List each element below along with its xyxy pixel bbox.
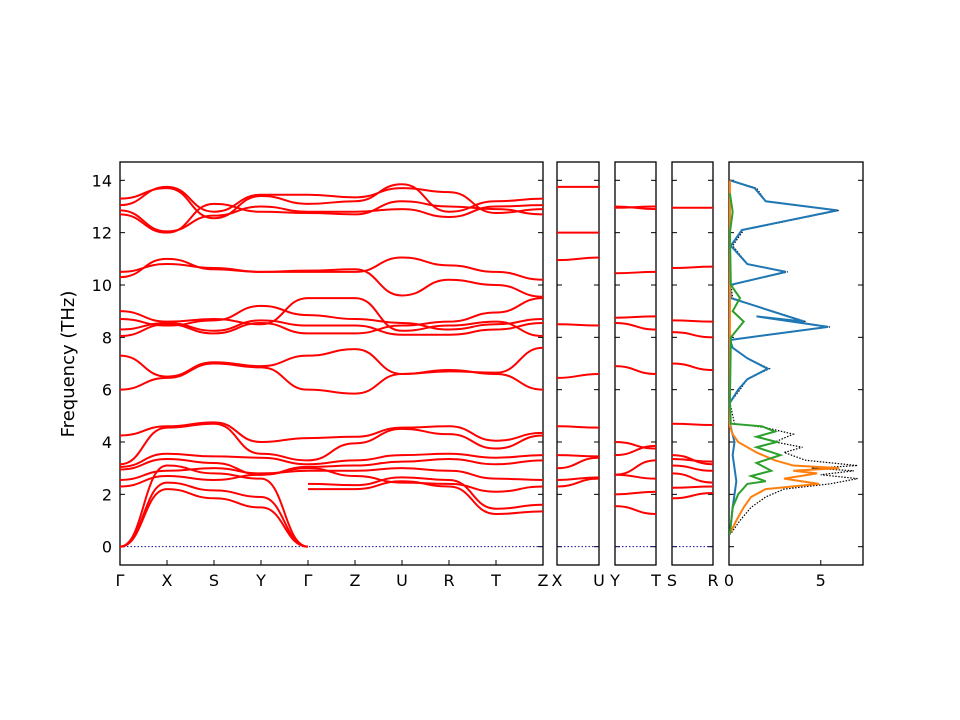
- k-point-label: U: [593, 571, 605, 590]
- y-tick-label: 8: [102, 328, 112, 347]
- phonon-branch: [614, 490, 657, 496]
- k-point-label: Γ: [304, 571, 313, 590]
- k-point-label: Γ: [116, 571, 125, 590]
- phonon-branch: [556, 323, 600, 327]
- phonon-branch: [119, 348, 544, 391]
- phonon-branch: [119, 185, 544, 215]
- k-point-label: Z: [350, 571, 361, 590]
- k-point-label: T: [650, 571, 661, 590]
- k-point-label: Z: [538, 571, 549, 590]
- phonon-branch: [308, 480, 544, 515]
- k-point-label: T: [490, 571, 501, 590]
- y-tick-label: 6: [102, 381, 112, 400]
- phonon-branch: [671, 319, 714, 323]
- band-panel-1: 0 2 4 6 8 10 12 14 Γ X S Y Γ Z U R T Z: [92, 161, 549, 590]
- phonon-branch: [119, 488, 309, 548]
- phonon-branch: [671, 485, 714, 489]
- phonon-branch: [119, 422, 544, 466]
- band-panel-2-frame: [556, 161, 600, 566]
- phonon-branch: [671, 464, 714, 472]
- phonon-branch: [614, 205, 657, 211]
- phonon-branch: [556, 476, 600, 481]
- y-tick-label: 2: [102, 485, 112, 504]
- y-tick-label: 4: [102, 433, 112, 452]
- phonon-branch: [614, 473, 657, 480]
- k-point-label: U: [396, 571, 408, 590]
- phonon-branch: [119, 481, 309, 548]
- phonon-branch: [556, 454, 600, 458]
- phonon-branch: [119, 256, 544, 281]
- dos-panel-frame: [728, 161, 864, 566]
- phonon-branch: [556, 256, 600, 262]
- y-tick-label: 14: [92, 171, 112, 190]
- phonon-branch: [556, 456, 600, 470]
- phonon-branch: [119, 297, 544, 338]
- k-point-label: X: [552, 571, 563, 590]
- phonon-branch: [119, 452, 544, 468]
- phonon-branch: [119, 346, 544, 395]
- phonon-branch: [671, 265, 714, 269]
- phonon-branch: [119, 458, 544, 476]
- dos-series-3: [728, 180, 840, 535]
- phonon-branch: [556, 425, 600, 429]
- dos-x-tick-label: 5: [816, 571, 826, 590]
- phonon-branch: [614, 444, 657, 457]
- phonon-branch: [614, 505, 657, 515]
- phonon-branch: [119, 464, 309, 548]
- phonon-branch: [614, 321, 657, 331]
- phonon-branch: [119, 204, 544, 233]
- k-point-label: Y: [255, 571, 266, 590]
- band-panel-3-frame: [614, 161, 657, 566]
- phonon-branch: [119, 421, 544, 444]
- dos-series-4: [728, 193, 784, 535]
- k-point-label: R: [443, 571, 454, 590]
- phonon-branch: [614, 441, 657, 450]
- band-panel-1-frame: [119, 161, 544, 566]
- phonon-branch: [671, 331, 714, 339]
- phonon-branch: [671, 454, 714, 466]
- k-point-label: R: [707, 571, 718, 590]
- k-point-label: Y: [609, 571, 620, 590]
- phonon-branch: [614, 315, 657, 319]
- phonon-branch: [556, 372, 600, 379]
- dos-series-2: [728, 179, 838, 535]
- phonon-branch: [671, 492, 714, 500]
- y-tick-label: 0: [102, 538, 112, 557]
- phonon-branch: [614, 365, 657, 375]
- y-axis-title: Frequency (THz): [58, 291, 79, 438]
- phonon-branch: [119, 183, 544, 220]
- phonon-branch: [671, 422, 714, 426]
- k-point-label: S: [667, 571, 677, 590]
- phonon-branch: [614, 459, 657, 476]
- phonon-branch: [671, 362, 714, 372]
- phonon-branch: [671, 472, 714, 484]
- dos-x-tick-label: 0: [724, 571, 734, 590]
- phonon-branch: [119, 319, 544, 336]
- phonon-branch: [556, 477, 600, 488]
- phonon-branch: [119, 263, 544, 298]
- y-tick-label: 10: [92, 276, 112, 295]
- k-point-label: S: [209, 571, 219, 590]
- phonon-branch: [119, 467, 544, 493]
- phonon-branch: [119, 297, 544, 338]
- phonon-branch: [119, 467, 544, 481]
- k-point-label: X: [162, 571, 173, 590]
- phonon-branch: [119, 304, 544, 331]
- phonon-branch: [614, 270, 657, 275]
- phonon-branch: [307, 476, 544, 510]
- y-tick-label: 12: [92, 224, 112, 243]
